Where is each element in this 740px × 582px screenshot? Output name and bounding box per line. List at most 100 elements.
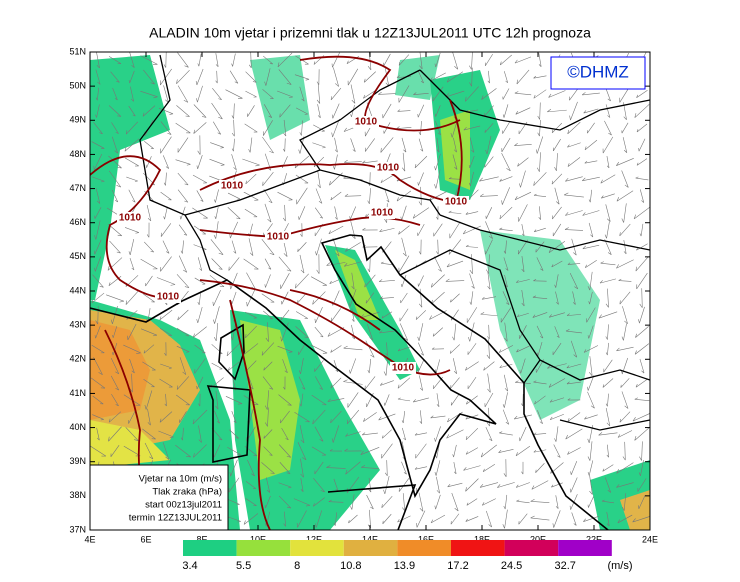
wind-arrow: [467, 376, 477, 390]
wind-arrow: [418, 121, 422, 136]
wind-arrow: [175, 444, 191, 458]
wind-arrow: [294, 273, 309, 289]
wind-arrow: [331, 103, 340, 119]
wind-arrow: [434, 494, 441, 510]
wind-arrow: [602, 464, 614, 472]
wind-arrow: [554, 326, 560, 338]
wind-arrow: [95, 69, 101, 85]
wind-arrow: [587, 325, 594, 339]
wind-arrow: [159, 68, 172, 86]
lat-label: 40N: [69, 422, 86, 432]
wind-arrow: [111, 136, 119, 154]
wind-arrow: [434, 153, 441, 171]
lon-label: 24E: [642, 534, 658, 544]
wind-arrow: [467, 343, 477, 355]
wind-arrow: [398, 478, 410, 492]
wind-arrow: [418, 186, 422, 206]
wind-arrow: [638, 495, 646, 509]
wind-arrow: [434, 169, 441, 189]
wind-arrow: [549, 413, 564, 421]
wind-arrow: [93, 357, 103, 375]
wind-arrow: [521, 393, 524, 407]
wind-arrow: [95, 104, 100, 118]
wind-arrow: [196, 376, 204, 390]
wind-arrow: [436, 393, 440, 407]
wind-arrow: [401, 461, 407, 475]
lat-label: 43N: [69, 320, 86, 330]
wind-arrow: [432, 327, 444, 337]
wind-arrow: [245, 71, 257, 83]
wind-arrow: [299, 120, 303, 136]
wind-arrow: [537, 102, 541, 120]
wind-arrow: [278, 444, 292, 458]
wind-arrow: [196, 306, 203, 324]
wind-arrow: [499, 227, 513, 231]
wind-arrow: [604, 221, 610, 239]
wind-arrow: [142, 428, 156, 440]
wind-arrow: [533, 172, 547, 186]
wind-arrow: [502, 104, 509, 118]
wind-arrow: [483, 361, 495, 371]
wind-arrow: [587, 441, 593, 461]
wind-arrow: [418, 342, 424, 356]
wind-arrow: [330, 308, 341, 322]
wind-arrow: [159, 328, 173, 336]
wind-arrow: [434, 256, 442, 272]
wind-arrow: [397, 109, 411, 112]
wind-arrow: [243, 513, 259, 525]
isobar-label-bg: [219, 180, 245, 192]
wind-arrow: [463, 465, 481, 471]
wind-arrow: [317, 104, 321, 119]
wind-arrow: [299, 425, 305, 444]
wind-arrow: [448, 177, 462, 180]
colorbar-label: 32.7: [554, 560, 575, 572]
wind-arrow: [175, 122, 191, 134]
wind-arrow: [111, 189, 119, 203]
wind-arrow: [516, 499, 530, 504]
wind-arrow: [606, 511, 610, 527]
wind-arrow: [281, 427, 289, 441]
wind-arrow: [197, 135, 201, 155]
wind-arrow: [418, 239, 422, 255]
wind-arrow: [278, 495, 292, 509]
wind-arrow: [156, 277, 176, 286]
wind-arrow: [315, 376, 323, 390]
wind-arrow: [481, 498, 496, 506]
wind-arrow: [280, 273, 290, 289]
wind-arrow: [262, 172, 274, 186]
wind-arrow: [277, 191, 293, 201]
wind-arrow: [261, 342, 275, 356]
wind-arrow: [418, 70, 424, 84]
wind-arrow: [346, 409, 360, 425]
wind-arrow: [128, 70, 135, 84]
isobar-label: 1010: [445, 197, 468, 208]
wind-arrow: [412, 397, 429, 403]
wind-arrow: [533, 227, 546, 233]
wind-arrow: [160, 136, 172, 154]
wind-arrow: [330, 345, 342, 353]
wind-arrow: [209, 158, 225, 166]
wind-arrow: [110, 357, 120, 375]
lat-label: 45N: [69, 251, 86, 261]
wind-arrow: [160, 256, 172, 272]
wind-arrow: [176, 394, 190, 406]
wind-arrow: [536, 152, 541, 172]
wind-arrow: [367, 255, 371, 273]
wind-arrow: [164, 393, 167, 407]
wind-arrow: [469, 52, 473, 70]
wind-arrow: [481, 296, 497, 300]
wind-arrow: [111, 122, 119, 134]
wind-arrow: [328, 499, 344, 503]
wind-arrow: [243, 395, 259, 405]
wind-arrow: [499, 206, 513, 220]
wind-arrow: [636, 272, 648, 290]
wind-arrow: [293, 498, 311, 507]
wind-arrow: [452, 154, 458, 170]
wind-arrow: [566, 381, 582, 385]
wind-arrow: [587, 496, 594, 508]
colorbar-label: 17.2: [447, 560, 468, 572]
wind-arrow: [621, 323, 627, 341]
wind-arrow: [128, 189, 136, 203]
wind-arrow: [209, 275, 225, 287]
wind-arrow: [192, 326, 207, 338]
